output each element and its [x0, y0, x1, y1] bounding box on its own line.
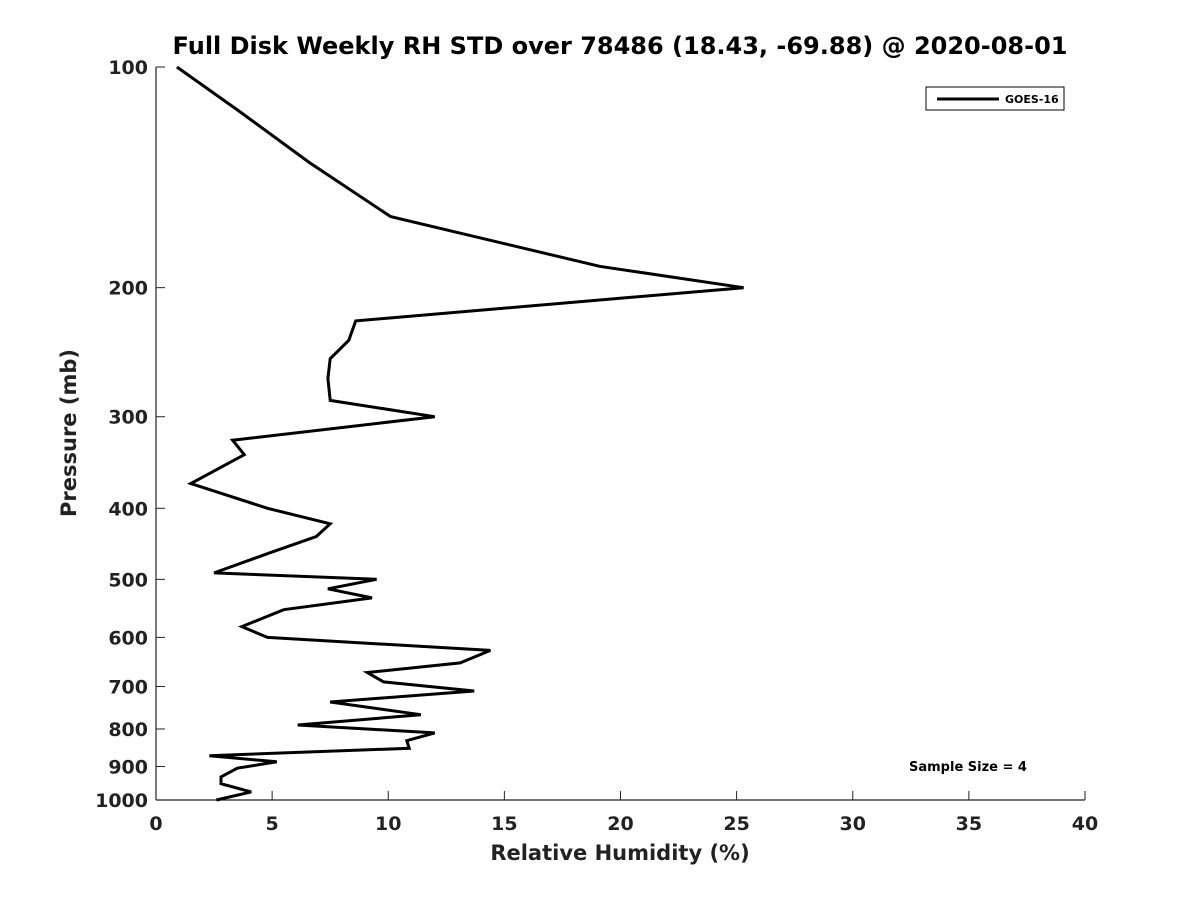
y-tick-label: 500: [108, 569, 148, 591]
y-tick-label: 200: [108, 278, 148, 300]
x-tick-label: 25: [723, 813, 749, 835]
y-tick-label: 300: [108, 407, 148, 429]
x-tick-label: 15: [491, 813, 517, 835]
x-tick-label: 30: [840, 813, 866, 835]
x-tick-label: 10: [375, 813, 401, 835]
legend: GOES-16: [925, 86, 1065, 111]
y-axis-label: Pressure (mb): [57, 349, 81, 517]
x-tick-label: 35: [956, 813, 982, 835]
series-layer: [176, 65, 744, 802]
y-tick-label: 900: [108, 756, 148, 778]
y-tick-label: 800: [108, 719, 148, 741]
y-tick-label: 400: [108, 498, 148, 520]
series-line-goes-16: [176, 65, 744, 802]
x-axis-label: Relative Humidity (%): [490, 841, 749, 865]
y-tick-label: 700: [108, 676, 148, 698]
x-tick-label: 0: [149, 813, 162, 835]
y-tick-label: 100: [108, 57, 148, 79]
y-tick-label: 600: [108, 627, 148, 649]
y-axis-ticks: 100 200 300 400 500 600 700 800 900 1000: [95, 57, 165, 812]
x-axis-ticks: 0 5 10 15 20 25 30 35 40: [149, 791, 1098, 835]
chart-title: Full Disk Weekly RH STD over 78486 (18.4…: [173, 32, 1068, 60]
x-tick-label: 5: [266, 813, 279, 835]
legend-label: GOES-16: [1005, 93, 1059, 106]
y-tick-label: 1000: [95, 790, 148, 812]
sample-size-annotation: Sample Size = 4: [909, 760, 1027, 775]
x-tick-label: 20: [607, 813, 633, 835]
x-tick-label: 40: [1072, 813, 1098, 835]
